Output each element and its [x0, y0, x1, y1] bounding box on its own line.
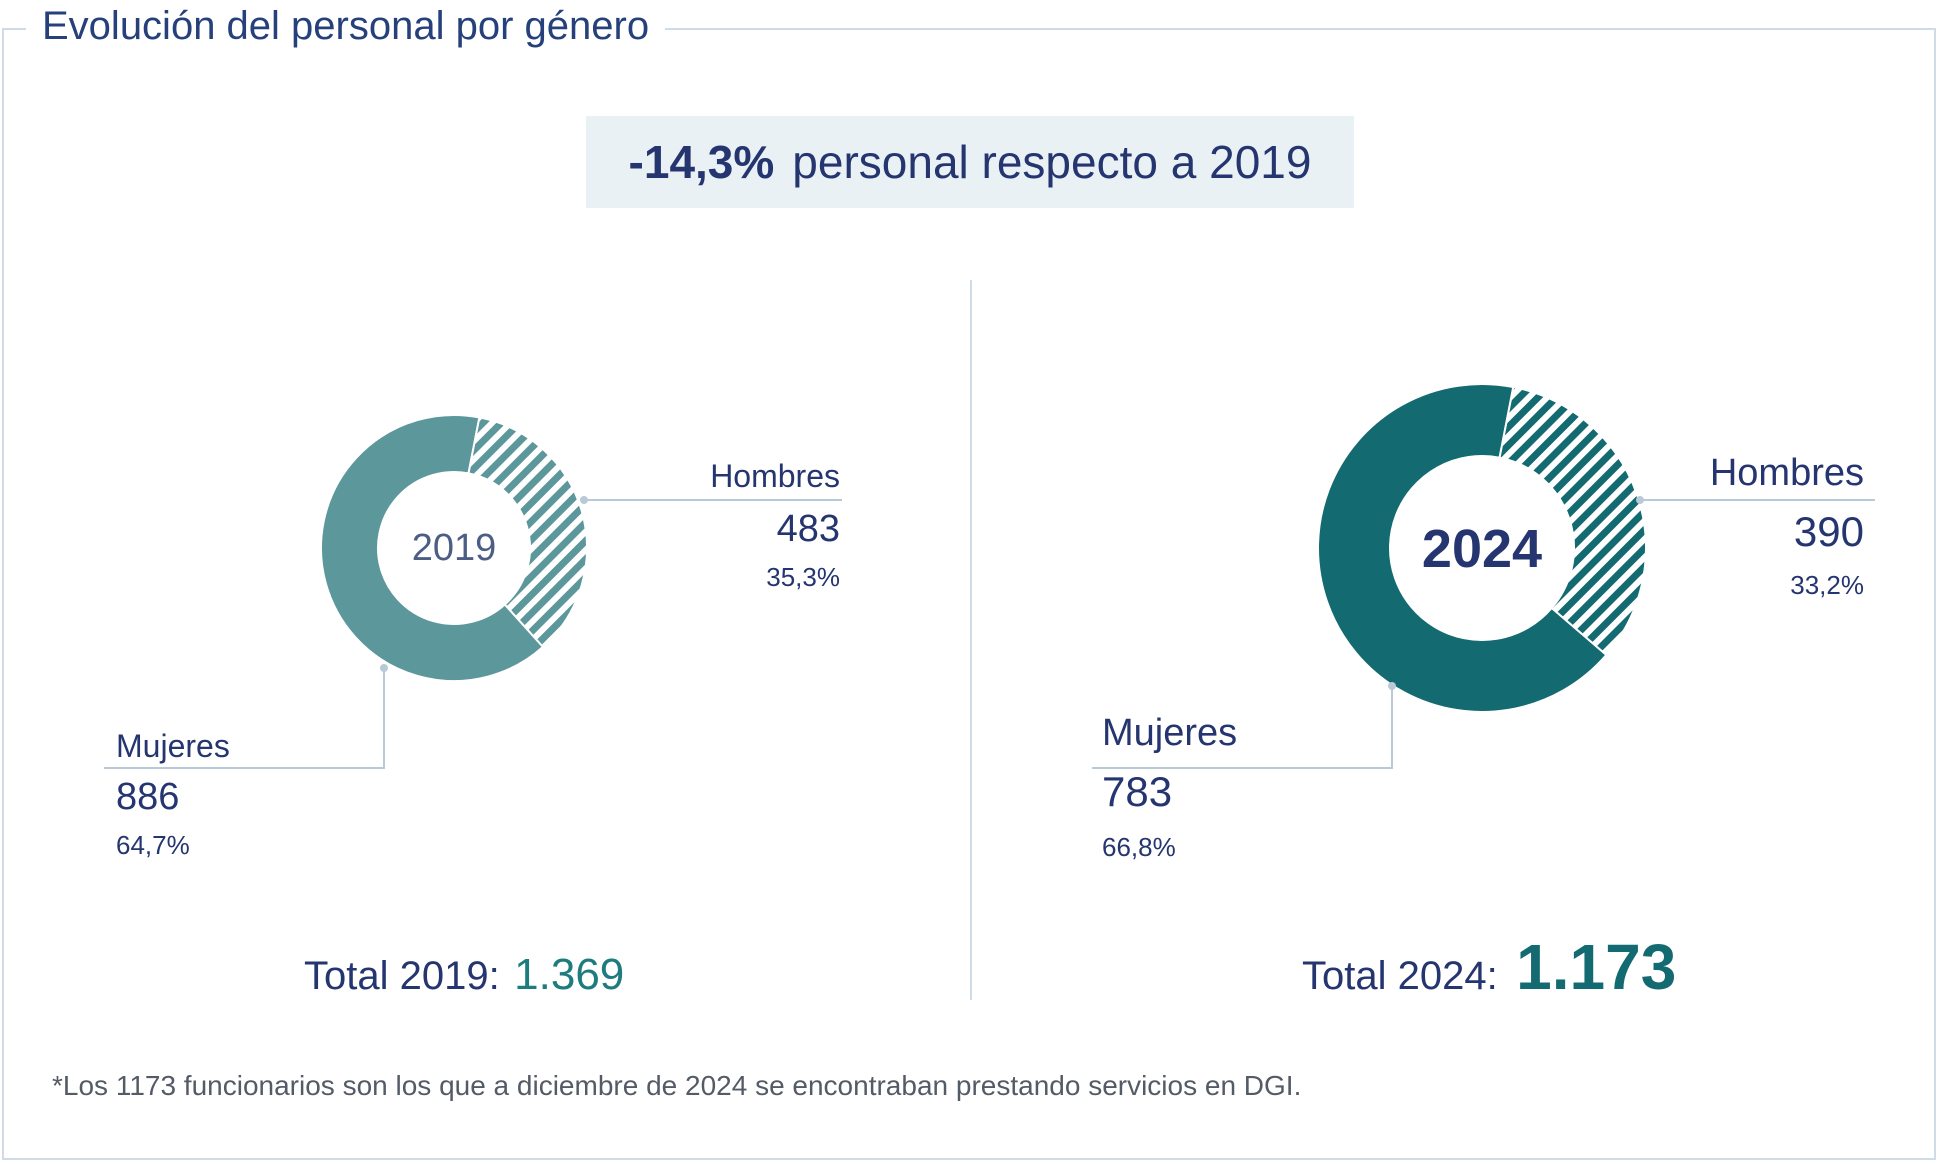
label-2019-mujeres-name: Mujeres	[116, 728, 230, 764]
leader-2024-mujeres-dot	[1388, 682, 1396, 690]
leader-2024-hombres-dot	[1636, 496, 1644, 504]
chart-frame	[2, 28, 1936, 1160]
total-2019: Total 2019: 1.369	[304, 950, 624, 1000]
label-2019-mujeres-pct: 64,7%	[116, 830, 190, 860]
summary-change: -14,3%	[628, 136, 775, 188]
donut-2024-slice-mujeres	[1317, 383, 1608, 713]
label-2019-hombres-value: 483	[776, 508, 840, 550]
leader-2019-mujeres-dot	[380, 664, 388, 672]
total-2019-label: Total 2019:	[304, 954, 500, 998]
total-2024-value: 1.173	[1516, 931, 1677, 1003]
total-2019-value: 1.369	[514, 950, 625, 999]
donut-2019-slice-hombres	[467, 416, 588, 649]
donut-2019-center-label: 2019	[412, 527, 497, 569]
donut-2024-center-label: 2024	[1422, 519, 1542, 579]
label-2019-hombres-pct: 35,3%	[766, 562, 840, 592]
label-2024-mujeres-pct: 66,8%	[1102, 832, 1176, 862]
panel-divider	[970, 280, 972, 1000]
label-2024-hombres-value: 390	[1793, 508, 1864, 555]
leader-2024-mujeres	[1092, 686, 1393, 769]
total-2024-label: Total 2024:	[1302, 954, 1498, 998]
total-2024: Total 2024: 1.173	[1302, 930, 1676, 1004]
donut-2019-slice-mujeres	[320, 414, 545, 682]
label-2019-mujeres-value: 886	[116, 776, 180, 818]
label-2024-hombres-pct: 33,2%	[1790, 570, 1864, 600]
summary-text: personal respecto a 2019	[792, 136, 1312, 188]
donut-2024-slice-hombres	[1498, 385, 1647, 657]
footnote: *Los 1173 funcionarios son los que a dic…	[52, 1070, 1302, 1101]
chart-title: Evolución del personal por género	[26, 0, 666, 52]
summary-banner: -14,3% personal respecto a 2019	[586, 116, 1354, 208]
leader-2019-mujeres	[104, 668, 385, 769]
label-2019-hombres-name: Hombres	[710, 458, 840, 494]
leader-2019-hombres-dot	[580, 496, 588, 504]
label-2024-hombres-name: Hombres	[1709, 452, 1864, 494]
label-2024-mujeres-name: Mujeres	[1102, 712, 1238, 754]
label-2024-mujeres-value: 783	[1102, 768, 1173, 815]
